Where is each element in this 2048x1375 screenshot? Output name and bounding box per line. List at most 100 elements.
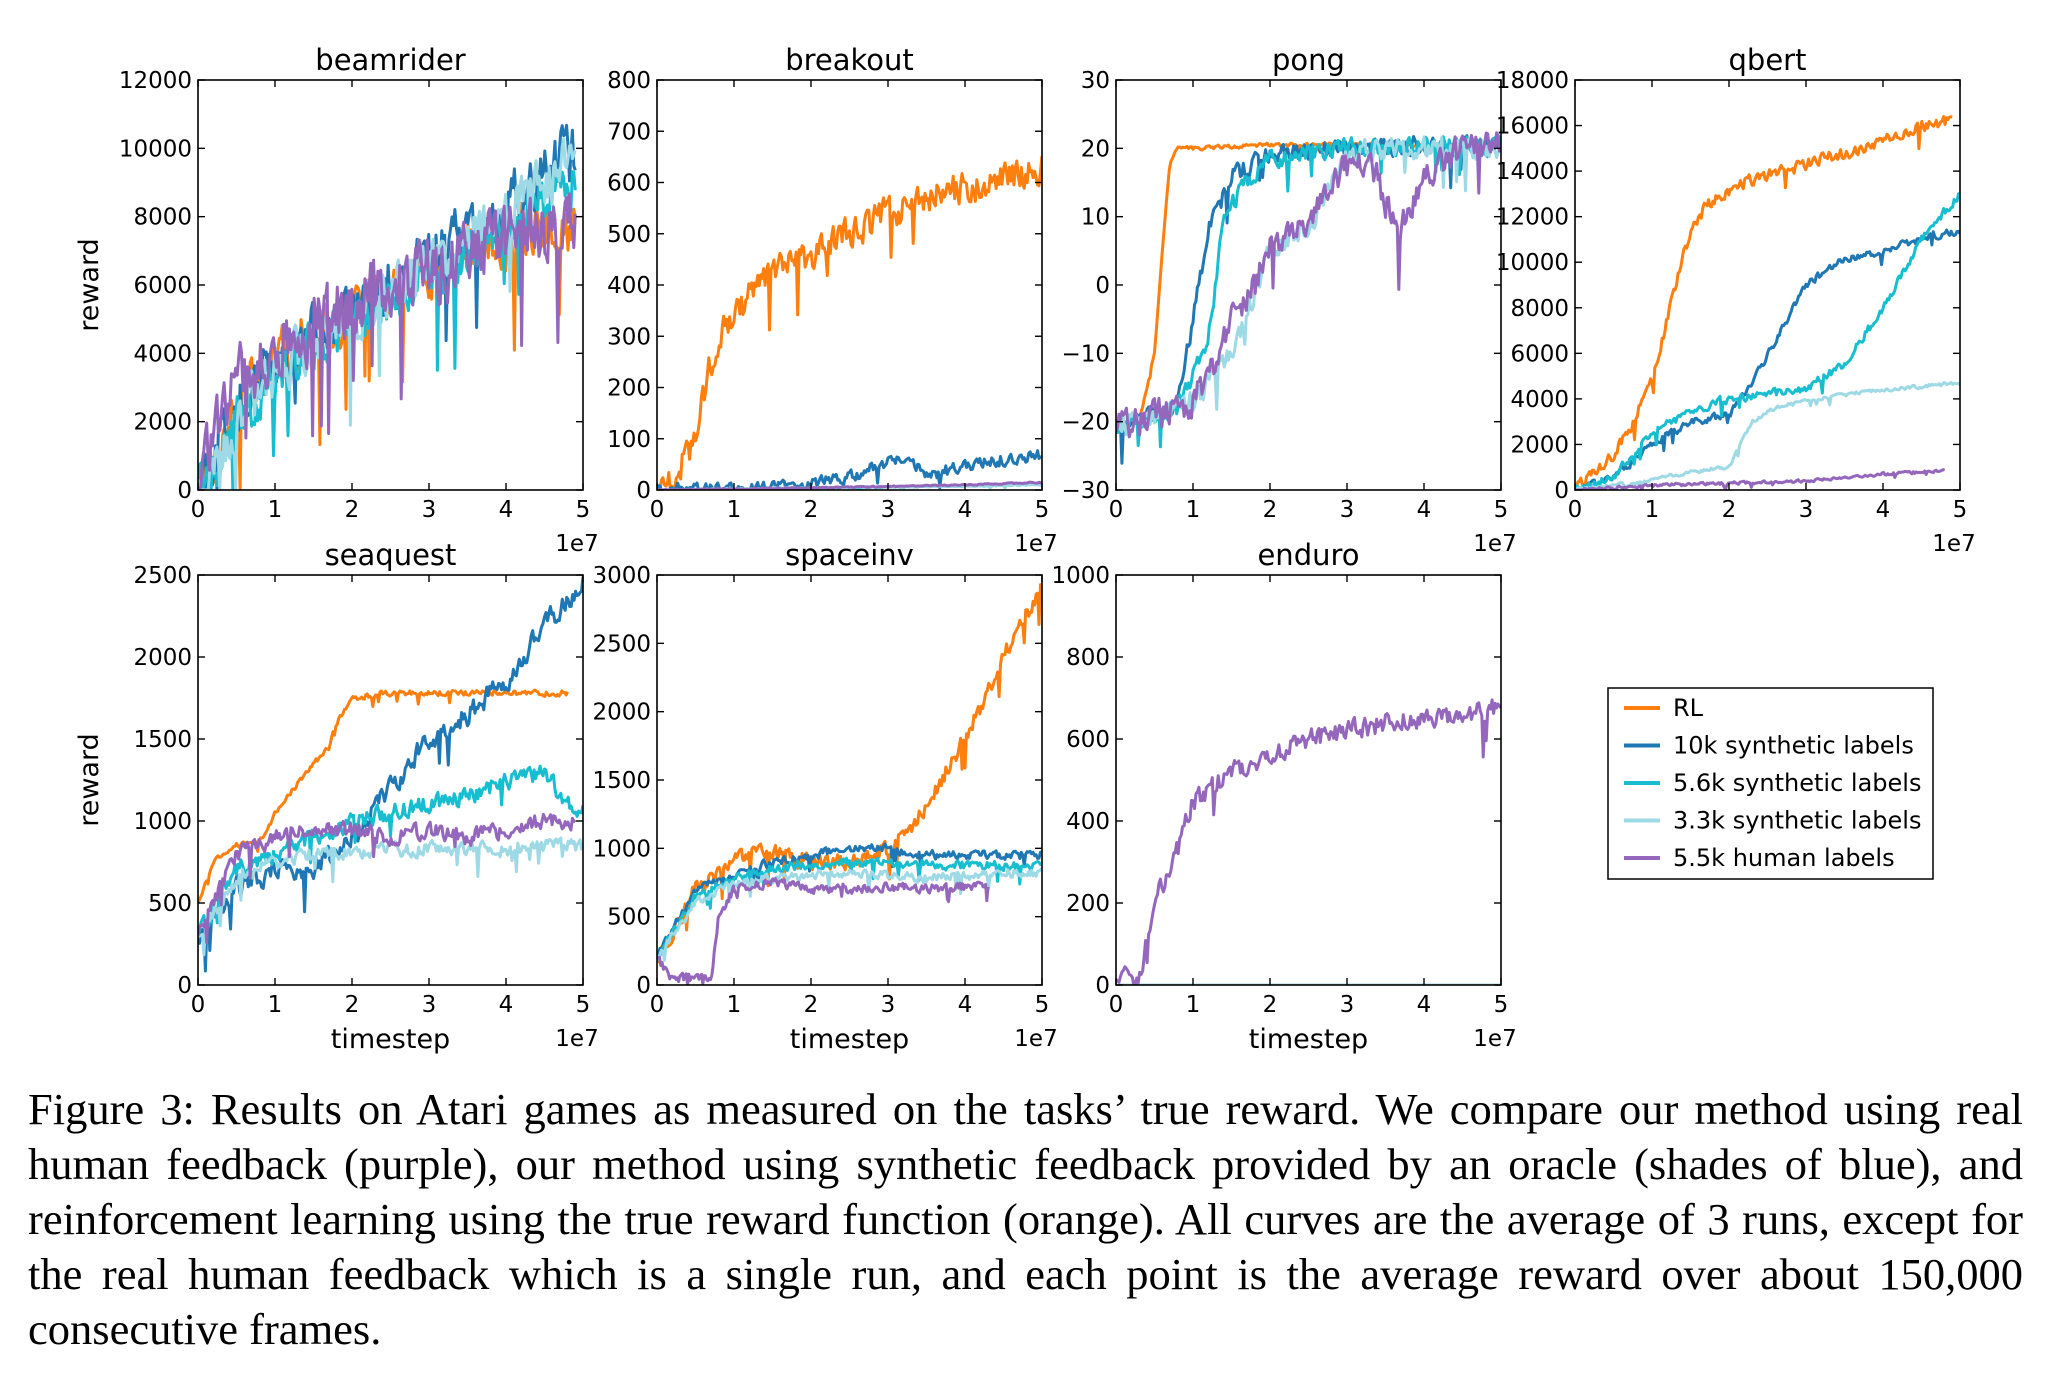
- y-tick-label: 20: [1081, 136, 1110, 162]
- series-3-3k-synthetic-labels: [198, 836, 583, 957]
- y-tick-label: 700: [607, 119, 651, 145]
- y-tick-label: −30: [1061, 478, 1110, 504]
- x-axis-label: timestep: [1249, 1024, 1368, 1055]
- y-tick-label: 0: [636, 973, 651, 999]
- series-rl: [1575, 115, 1953, 490]
- y-tick-label: 18000: [1496, 68, 1569, 94]
- y-tick-label: 500: [607, 905, 651, 931]
- x-tick-label: 0: [650, 992, 665, 1018]
- x-tick-label: 2: [1263, 992, 1278, 1018]
- y-tick-label: 10000: [119, 136, 192, 162]
- x-tick-label: 0: [1568, 497, 1583, 523]
- axes-frame: [656, 574, 1043, 986]
- x-tick-label: 4: [499, 497, 514, 523]
- y-tick-label: 0: [177, 973, 192, 999]
- x-offset-label: 1e7: [555, 531, 598, 557]
- series-5-6k-synthetic-labels: [198, 167, 577, 490]
- x-tick-label: 2: [804, 992, 819, 1018]
- y-tick-label: 2500: [592, 631, 651, 657]
- y-tick-label: 400: [1066, 809, 1110, 835]
- y-tick-label: 2000: [133, 645, 192, 671]
- x-tick-label: 1: [268, 992, 283, 1018]
- x-tick-label: 0: [1109, 992, 1124, 1018]
- y-tick-label: 2000: [133, 410, 192, 436]
- y-tick-label: 1000: [133, 809, 192, 835]
- series-lines: [1116, 131, 1501, 465]
- x-offset-label: 1e7: [1473, 531, 1516, 557]
- series-lines: [198, 123, 577, 490]
- panel-title: beamrider: [315, 43, 466, 77]
- atari-results-figure: 0 1 2 3 4 51e7020004000600080001000012000beam…: [74, 43, 1976, 1055]
- y-tick-label: 4000: [133, 341, 192, 367]
- x-tick-label: 4: [499, 992, 514, 1018]
- panel-beamrider: 0 1 2 3 4 5 1e7 0 2000 4000 6000 8000 10000 12000 beam…: [74, 43, 599, 557]
- x-tick-label: 5: [1035, 497, 1050, 523]
- y-tick-label: 200: [607, 376, 651, 402]
- panel-breakout: 0 1 2 3 4 5 1e7 0 100 200 300 400 500 600 700 800 breako…: [607, 43, 1058, 557]
- y-tick-label: 400: [607, 273, 651, 299]
- y-tick-label: 2000: [1510, 432, 1569, 458]
- panel-title: seaquest: [325, 538, 457, 572]
- x-tick-label: 5: [576, 992, 591, 1018]
- panel-spaceinv: 0 1 2 3 4 5 1e7 0 500 1000 1500 2000 2500 3000 spacein…: [592, 538, 1057, 1055]
- x-tick-label: 1: [1186, 992, 1201, 1018]
- x-tick-label: 0: [191, 497, 206, 523]
- axes-frame: [656, 79, 1043, 491]
- y-tick-label: 800: [1066, 645, 1110, 671]
- x-tick-label: 5: [1494, 992, 1509, 1018]
- x-tick-label: 4: [1417, 497, 1432, 523]
- panel-title: enduro: [1257, 538, 1359, 572]
- x-tick-label: 5: [576, 497, 591, 523]
- y-tick-label: 0: [1554, 478, 1569, 504]
- y-axis-label: reward: [74, 733, 105, 827]
- panel-title: breakout: [785, 43, 914, 77]
- y-tick-label: −20: [1061, 410, 1110, 436]
- x-tick-label: 3: [1799, 497, 1814, 523]
- y-tick-label: −10: [1061, 341, 1110, 367]
- series-3-3k-synthetic-labels: [198, 137, 577, 490]
- y-tick-label: 2500: [133, 563, 192, 589]
- series-5-6k-synthetic-labels: [198, 764, 583, 937]
- y-tick-label: 2000: [592, 700, 651, 726]
- series-rl: [657, 155, 1042, 490]
- y-tick-label: 12000: [119, 68, 192, 94]
- x-tick-label: 0: [1109, 497, 1124, 523]
- series-lines: [1116, 698, 1501, 985]
- y-tick-label: 3000: [592, 563, 651, 589]
- y-tick-label: 0: [636, 478, 651, 504]
- panel-title: spaceinv: [785, 538, 914, 572]
- y-tick-label: 1500: [133, 727, 192, 753]
- x-tick-label: 0: [650, 497, 665, 523]
- series-5-5k-human-labels: [657, 877, 990, 985]
- legend-label: 5.6k synthetic labels: [1673, 769, 1921, 797]
- x-offset-label: 1e7: [1473, 1026, 1516, 1052]
- legend: RL 10k synthetic labels 5.6k synthetic lab…: [1607, 687, 1934, 880]
- legend-label: 5.5k human labels: [1673, 844, 1895, 872]
- x-tick-label: 2: [345, 992, 360, 1018]
- legend-label: 3.3k synthetic labels: [1673, 807, 1921, 835]
- series-lines: [657, 155, 1042, 490]
- series-10k-synthetic-labels: [657, 449, 1042, 490]
- series-3-3k-synthetic-labels: [1575, 381, 1960, 490]
- x-tick-label: 4: [1876, 497, 1891, 523]
- series-10k-synthetic-labels: [198, 576, 583, 973]
- legend-label: 10k synthetic labels: [1673, 732, 1914, 760]
- y-tick-label: 12000: [1496, 205, 1569, 231]
- x-offset-label: 1e7: [1014, 531, 1057, 557]
- y-tick-label: 30: [1081, 68, 1110, 94]
- x-tick-label: 4: [958, 497, 973, 523]
- x-axis-label: timestep: [331, 1024, 450, 1055]
- y-tick-label: 800: [607, 68, 651, 94]
- y-tick-label: 600: [607, 171, 651, 197]
- series-10k-synthetic-labels: [657, 842, 1042, 959]
- series-5-5k-human-labels: [1116, 131, 1501, 439]
- x-tick-label: 3: [881, 992, 896, 1018]
- y-tick-label: 8000: [133, 205, 192, 231]
- y-axis-label: reward: [74, 238, 105, 332]
- x-axis-label: timestep: [790, 1024, 909, 1055]
- series-5-5k-human-labels: [198, 812, 577, 945]
- x-tick-label: 1: [727, 497, 742, 523]
- x-tick-label: 5: [1953, 497, 1968, 523]
- y-tick-label: 0: [1095, 273, 1110, 299]
- series-lines: [1575, 115, 1960, 490]
